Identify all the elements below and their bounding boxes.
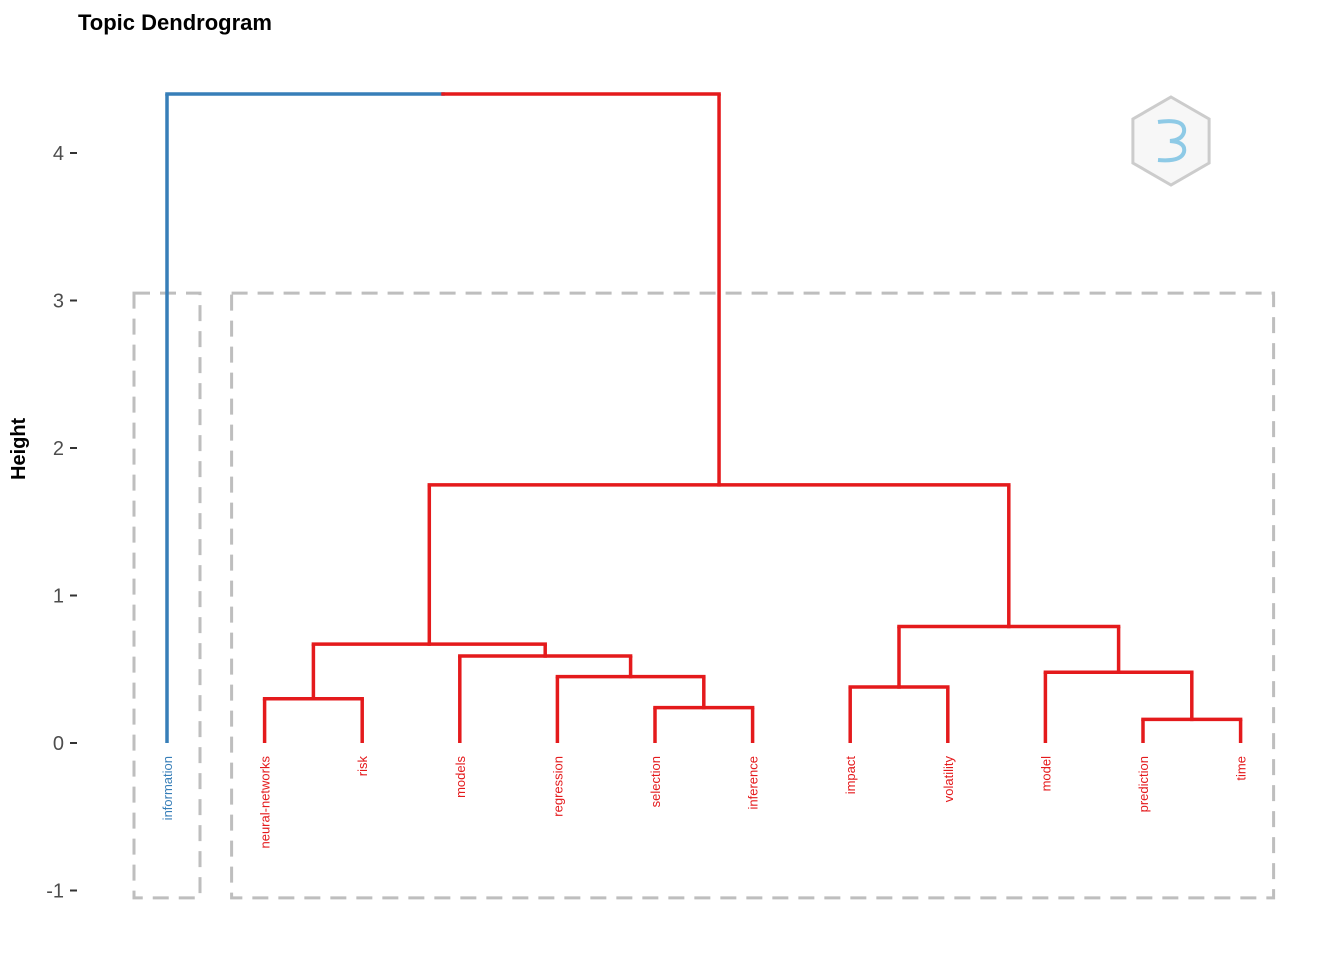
y-tick-label: 1 [53, 586, 64, 608]
logo-watermark [1131, 95, 1211, 187]
leaf-label: information [160, 756, 175, 820]
leaf-label: model [1038, 756, 1053, 792]
leaf-label: volatility [941, 756, 956, 803]
y-tick-label: -1 [46, 881, 64, 903]
leaf-label: inference [746, 756, 761, 809]
leaf-label: risk [355, 756, 370, 777]
chart-title: Topic Dendrogram [78, 10, 272, 35]
leaf-label: selection [648, 756, 663, 807]
y-tick-label: 4 [53, 143, 64, 165]
cluster-rect [230, 291, 1276, 900]
y-tick-label: 0 [53, 733, 64, 755]
leaf-label: time [1234, 756, 1249, 781]
y-tick-label: 3 [53, 291, 64, 313]
leaf-label: models [453, 756, 468, 798]
y-tick-label: 2 [53, 438, 64, 460]
leaf-label: impact [843, 756, 858, 795]
leaf-label: regression [550, 756, 565, 817]
leaf-label: prediction [1136, 756, 1151, 812]
leaf-label: neural-networks [258, 756, 273, 849]
